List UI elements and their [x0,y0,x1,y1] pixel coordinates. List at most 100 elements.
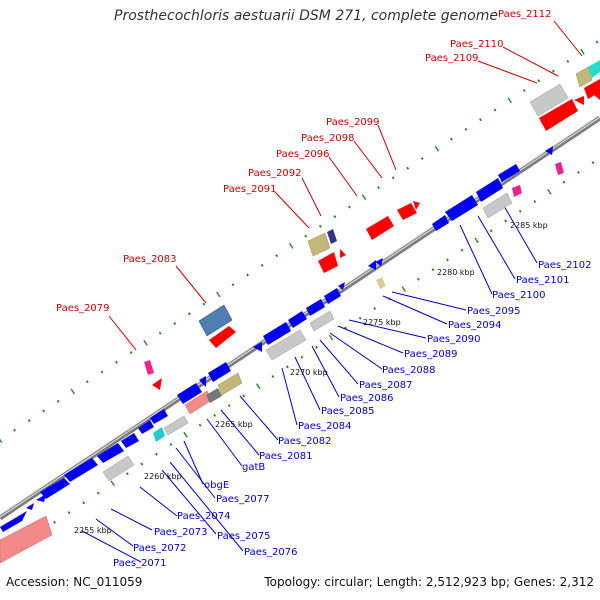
minor-tick [518,209,522,213]
gene-label-Paes_2088: Paes_2088 [382,365,436,376]
cyan-feature [153,427,165,442]
leader-Paes_2100 [459,224,493,295]
minor-tick [460,248,464,252]
leader-Paes_2083 [175,265,207,304]
gene-arrow-reverse [97,443,124,463]
leader-Paes_2071 [81,530,142,563]
minor-tick [504,219,508,223]
minor-tick [85,380,89,384]
scale-labels: 2255 kbp 2260 kbp 2265 kbp 2270 kbp 2275… [74,221,548,535]
gray-feature [529,83,569,117]
minor-tick [67,511,71,515]
major-tick [328,334,334,341]
olive-feature [575,66,593,88]
gene-label-Paes_2100: Paes_2100 [492,290,546,301]
gene-arrow-reverse [306,299,325,316]
steelblue-feature [198,304,233,337]
minor-tick [344,326,348,330]
major-tick [474,237,479,244]
gene-arrow-forward [366,216,394,240]
gene-label-Paes_2074: Paes_2074 [177,511,231,522]
gene-arrow-forward [340,249,346,258]
minor-tick [187,312,191,316]
gene-arrow-reverse [26,503,34,510]
leader-Paes_2109 [477,60,538,84]
minor-tick [300,355,304,359]
major-tick [434,145,440,152]
gene-label-Paes_2099: Paes_2099 [326,117,380,128]
minor-tick [285,365,289,369]
minor-tick [522,88,526,93]
leader-Paes_2072 [95,518,134,547]
leader-Paes_2092 [301,177,322,217]
genome-summary-label: Topology: circular; Length: 2,512,923 bp… [264,575,594,589]
gene-label-Paes_2109: Paes_2109 [425,53,479,64]
minor-tick [315,345,318,349]
minor-tick [53,520,56,524]
gene-arrow-reverse [253,342,262,352]
scale-label: 2275 kbp [363,318,401,327]
gene-arrow-reverse [445,195,478,221]
minor-tick [373,306,377,311]
gene-arrow-forward [594,91,600,100]
minor-tick [96,491,100,495]
minor-tick [129,351,133,355]
scale-label: 2270 kbp [290,368,328,377]
gene-arrow-forward [209,326,236,348]
minor-tick [198,423,202,427]
minor-tick [595,40,599,44]
reverse-strand-features [0,146,564,564]
minor-tick [493,108,497,112]
scale-label: 2260 kbp [144,472,182,481]
gene-arrow-forward [574,96,584,105]
gene-label-Paes_2086: Paes_2086 [340,393,394,404]
magenta-feature [144,360,154,375]
leader-Paes_2090 [348,319,427,339]
map-title-text: Prosthecochloris aestuarii DSM 271, comp… [114,8,498,24]
major-tick [507,97,512,104]
major-tick [183,431,188,438]
minor-tick [591,161,595,165]
gene-label-Paes_2084: Paes_2084 [298,421,352,432]
leader-Paes_2086 [311,345,340,398]
gene-label-Paes_2075: Paes_2075 [217,531,271,542]
magenta-feature [512,185,522,197]
gene-arrow-reverse [338,282,345,290]
inner-track-ticks [37,161,595,535]
gene-label-Paes_2073: Paes_2073 [154,527,208,538]
major-tick [401,286,407,292]
gene-label-Paes_2085: Paes_2085 [321,406,375,417]
gene-arrow-reverse [199,376,206,387]
gene-label-Paes_2096: Paes_2096 [276,149,330,160]
gene-arrow-reverse [0,511,27,532]
gene-arrow-forward [318,252,338,273]
leader-Paes_2095 [391,291,467,311]
small-gradient-feature [376,277,386,289]
minor-tick [246,273,249,277]
gene-label-Paes_2098: Paes_2098 [301,133,355,144]
minor-tick [537,79,541,83]
major-tick [361,194,367,201]
minor-tick [271,375,275,378]
leader-Paes_2110 [502,46,559,77]
salmon-feature [0,515,53,564]
gene-arrow-reverse [498,164,520,182]
leader-Paes_2099 [377,124,397,171]
gene-label-Paes_2091: Paes_2091 [223,184,277,195]
minor-tick [242,394,246,398]
leader-Paes_2088 [329,332,383,370]
gene-label-Paes_2110: Paes_2110 [450,39,504,50]
leader-Paes_2079 [108,315,137,351]
gene-arrow-reverse [263,322,291,345]
minor-tick [275,254,279,258]
scale-label: 2280 kbp [437,268,475,277]
gene-label-Paes_2072: Paes_2072 [133,543,187,554]
reverse-gene-labels: Paes_2071 Paes_2072 Paes_2073 Paes_2074 … [113,260,592,569]
leader-Paes_2089 [337,325,404,354]
gene-label-Paes_2082: Paes_2082 [278,436,332,447]
minor-tick [173,322,177,325]
minor-tick [227,404,231,408]
minor-tick [82,501,86,505]
minor-tick [260,263,264,267]
